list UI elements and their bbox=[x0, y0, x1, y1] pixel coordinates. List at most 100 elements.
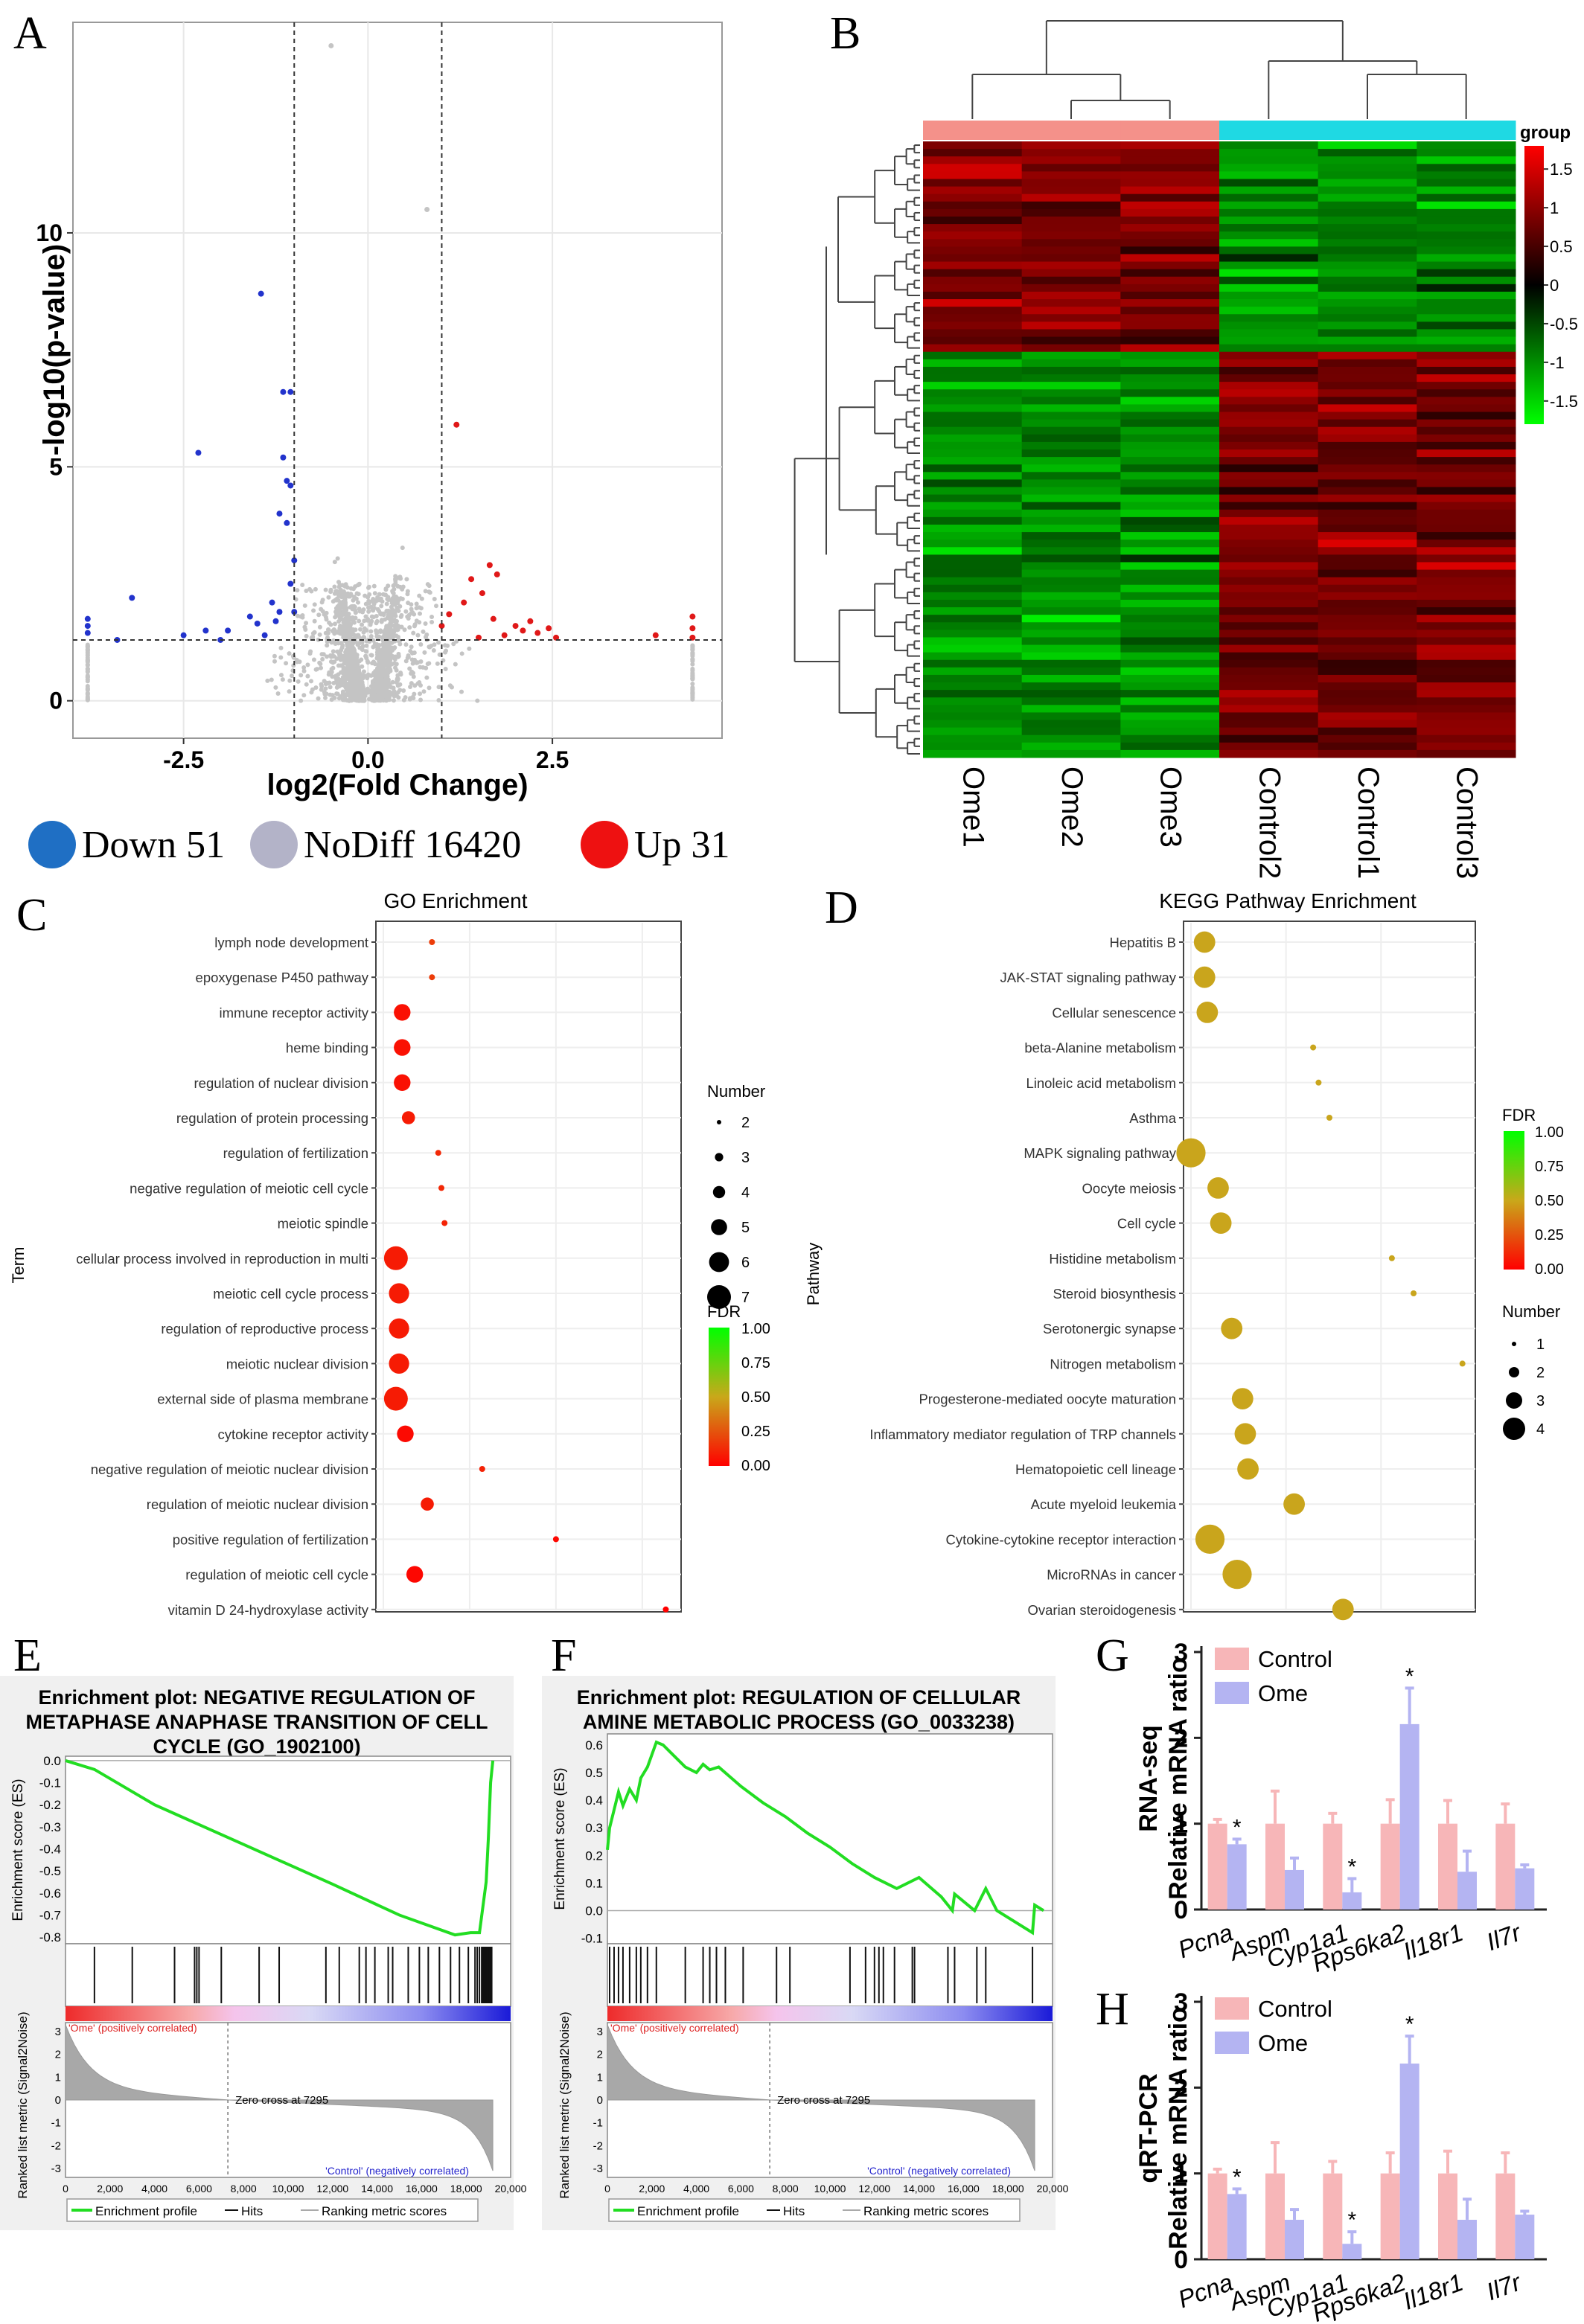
nodiff-point bbox=[361, 635, 366, 640]
heatmap-cell bbox=[1219, 201, 1319, 210]
heatmap-cell bbox=[1219, 149, 1319, 157]
nodiff-point bbox=[278, 673, 284, 678]
x-tick-label: 0.0 bbox=[351, 746, 384, 773]
nodiff-point bbox=[357, 687, 363, 692]
nodiff-point bbox=[397, 688, 403, 693]
nodiff-point bbox=[412, 657, 418, 662]
nodiff-point bbox=[408, 684, 413, 689]
heatmap-cell bbox=[1417, 682, 1516, 691]
heatmap-cell bbox=[1219, 464, 1319, 473]
heatmap-cell bbox=[923, 261, 1023, 270]
heatmap-cell bbox=[1318, 397, 1417, 405]
nodiff-point bbox=[365, 595, 371, 600]
nodiff-point bbox=[398, 672, 403, 677]
heatmap-cell bbox=[1318, 524, 1417, 533]
heatmap-cell bbox=[1120, 607, 1220, 615]
es-tick-label: 0.5 bbox=[585, 1766, 603, 1780]
up-point bbox=[520, 627, 526, 634]
nodiff-point bbox=[417, 593, 422, 598]
ranked-color-bar bbox=[607, 2006, 1053, 2021]
nodiff-point bbox=[417, 679, 422, 685]
size-legend-label: 6 bbox=[741, 1255, 750, 1271]
heatmap-cell bbox=[923, 547, 1023, 555]
ranked-color-bar bbox=[66, 2006, 511, 2021]
go-grid bbox=[376, 923, 681, 1610]
nodiff-point bbox=[363, 653, 368, 659]
enrichment-profile-line bbox=[65, 1759, 495, 1937]
heatmap-cell bbox=[1417, 509, 1516, 518]
down-point bbox=[287, 388, 294, 395]
nodiff-point bbox=[317, 624, 322, 630]
heatmap-cell bbox=[1318, 607, 1417, 615]
nodiff-point bbox=[353, 653, 358, 659]
nodiff-point bbox=[412, 622, 418, 627]
nodiff-point bbox=[372, 678, 377, 683]
heatmap-cell bbox=[1120, 705, 1220, 713]
heatmap-cell bbox=[1318, 314, 1417, 322]
down-point bbox=[284, 519, 290, 526]
nodiff-point bbox=[335, 556, 340, 561]
nodiff-point bbox=[392, 645, 397, 650]
size-legend-label: 4 bbox=[1536, 1421, 1545, 1438]
heatmap-cell bbox=[1318, 374, 1417, 382]
nodiff-point bbox=[347, 680, 352, 685]
heatmap-cell bbox=[1021, 284, 1121, 292]
heatmap-cell bbox=[1318, 652, 1417, 661]
term-label: Ovarian steroidogenesis bbox=[1028, 1602, 1177, 1618]
heatmap-cell bbox=[1120, 299, 1220, 307]
x-tick-label: -2.5 bbox=[163, 746, 204, 773]
heatmap-cell bbox=[1120, 261, 1220, 270]
metric-y-axis-label: Ranked list metric (Signal2Noise) bbox=[558, 2011, 572, 2198]
nodiff-point bbox=[352, 604, 357, 609]
down-point bbox=[276, 510, 283, 517]
nodiff-point bbox=[310, 634, 316, 639]
bar-y-tick-label: 2 bbox=[1174, 1724, 1188, 1752]
heatmap-cell bbox=[1417, 690, 1516, 698]
heatmap-cell bbox=[923, 186, 1023, 195]
nodiff-point bbox=[357, 609, 363, 614]
nodiff-point bbox=[366, 601, 371, 606]
heatmap-cell bbox=[1417, 599, 1516, 608]
nodiff-point bbox=[404, 577, 409, 582]
term-dot bbox=[1459, 1360, 1466, 1367]
up-point bbox=[468, 576, 475, 583]
heatmap-cell bbox=[1120, 344, 1220, 353]
heatmap-cell bbox=[923, 307, 1023, 315]
heatmap-cells bbox=[923, 141, 1516, 758]
heatmap-cell bbox=[923, 449, 1023, 458]
term-dot bbox=[438, 1185, 444, 1191]
bar bbox=[1380, 1823, 1400, 1910]
heatmap-cell bbox=[1219, 291, 1319, 300]
nodiff-point bbox=[354, 694, 359, 699]
nodiff-point bbox=[389, 618, 394, 624]
metric-tick-label: -3 bbox=[593, 2163, 603, 2175]
heatmap-cell bbox=[1219, 682, 1319, 691]
nodiff-point bbox=[324, 617, 329, 622]
rank-tick-label: 16,000 bbox=[406, 2183, 438, 2195]
heatmap-cell bbox=[1318, 141, 1417, 150]
heatmap-cell bbox=[1417, 540, 1516, 548]
heatmap-cell bbox=[1219, 216, 1319, 225]
heatmap-cell bbox=[923, 419, 1023, 428]
heatmap-cell bbox=[1021, 622, 1121, 630]
heatmap-cell bbox=[1021, 208, 1121, 217]
nodiff-point bbox=[325, 627, 330, 633]
nodiff-point bbox=[422, 650, 427, 655]
down-point bbox=[254, 620, 261, 627]
size-legend-label: 5 bbox=[741, 1220, 750, 1236]
heatmap-cell bbox=[1318, 690, 1417, 698]
term-dot bbox=[389, 1318, 409, 1339]
nodiff-point bbox=[313, 586, 318, 592]
heatmap-cell bbox=[1318, 224, 1417, 232]
term-dot bbox=[1210, 1212, 1232, 1234]
go-term-labels: lymph node development epoxygenase P450 p… bbox=[76, 935, 376, 1618]
group-bar-cell bbox=[1219, 121, 1319, 140]
nodiff-point bbox=[411, 630, 416, 636]
nodiff-point bbox=[427, 661, 432, 666]
bar bbox=[1399, 2064, 1419, 2259]
heatmap-cell bbox=[1021, 291, 1121, 300]
heatmap-cell bbox=[1318, 705, 1417, 713]
go-fdr-ticks: 1.00 0.75 0.50 0.25 0.00 bbox=[741, 1321, 770, 1474]
heatmap-cell bbox=[923, 336, 1023, 345]
